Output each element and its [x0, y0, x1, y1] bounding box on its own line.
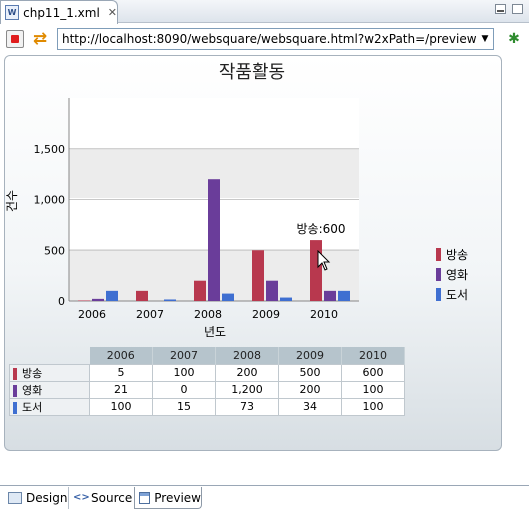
table-header: 2008: [215, 347, 279, 364]
editor-tab[interactable]: W chp11_1.xml ✕: [0, 0, 118, 24]
bar[interactable]: [208, 179, 220, 301]
series-swatch: [13, 384, 17, 397]
design-icon: [8, 492, 22, 504]
legend-swatch: [436, 268, 441, 281]
url-input[interactable]: http://localhost:8090/websquare/websquar…: [57, 28, 494, 50]
chevron-down-icon[interactable]: ▼: [477, 29, 493, 49]
x-tick-label: 2007: [136, 308, 164, 321]
table-cell: 100: [152, 363, 216, 382]
legend-swatch: [436, 288, 441, 301]
tab-design[interactable]: Design: [4, 487, 68, 509]
tab-preview[interactable]: Preview: [134, 487, 202, 509]
table-row: 방송 5 100 200 500 600: [9, 363, 405, 382]
stop-button[interactable]: [6, 30, 24, 48]
bar[interactable]: [324, 290, 336, 301]
minimize-button[interactable]: [495, 4, 506, 14]
table-header: 2007: [152, 347, 216, 364]
bar[interactable]: [338, 290, 350, 301]
source-icon: <>: [73, 492, 90, 503]
series-swatch: [13, 401, 17, 414]
tab-preview-label: Preview: [154, 490, 201, 505]
series-swatch: [13, 367, 17, 380]
bar[interactable]: [194, 280, 206, 301]
row-name-label: 도서: [22, 400, 43, 414]
table-cell: 0: [152, 380, 216, 399]
table-header: 2006: [89, 347, 153, 364]
preview-panel: 작품활동 0 500 1,000 1,500 2006 2007 2008 2009 2010 …: [4, 55, 502, 451]
table-cell: 500: [278, 363, 342, 382]
table-header: 2010: [341, 347, 405, 364]
table-row: 영화 21 0 1,200 200 100: [9, 380, 405, 399]
tab-source[interactable]: <> Source: [68, 487, 134, 509]
bar[interactable]: [78, 300, 90, 301]
legend-label: 도서: [446, 288, 468, 302]
y-tick-label: 1,000: [34, 194, 66, 207]
y-tick-label: 1,500: [34, 143, 66, 156]
row-name: 도서: [9, 397, 90, 416]
legend-label: 방송: [446, 248, 468, 262]
table-cell: 100: [341, 380, 405, 399]
bar[interactable]: [280, 297, 292, 301]
table-header: 2009: [278, 347, 342, 364]
bar[interactable]: [266, 280, 278, 301]
bar[interactable]: [164, 299, 176, 301]
mouse-cursor-icon: [317, 250, 331, 271]
editor-tab-label: chp11_1.xml: [23, 5, 100, 20]
y-tick-label: 500: [44, 244, 65, 257]
table-cell: 100: [341, 397, 405, 416]
y-tick-label: 0: [58, 295, 65, 308]
table-cell: 200: [215, 363, 279, 382]
legend-swatch: [436, 248, 441, 261]
refresh-icon[interactable]: ⇄: [32, 29, 48, 49]
table-cell: 21: [89, 380, 153, 399]
url-text: http://localhost:8090/websquare/websquar…: [62, 32, 494, 46]
x-tick-label: 2006: [78, 308, 106, 321]
table-cell: 100: [89, 397, 153, 416]
table-cell: 34: [278, 397, 342, 416]
row-name-label: 영화: [22, 383, 43, 397]
table-cell: 1,200: [215, 380, 279, 399]
table-header-row: 2006 2007 2008 2009 2010: [10, 347, 405, 364]
table-row: 도서 100 15 73 34 100: [9, 397, 405, 416]
preview-icon: [139, 491, 151, 504]
data-table: 2006 2007 2008 2009 2010 방송 5 100 200 500 600…: [9, 347, 405, 416]
table-cell: 73: [215, 397, 279, 416]
bar-tooltip: 방송:600: [296, 222, 345, 236]
y-axis-label: 건수: [5, 190, 19, 212]
bar[interactable]: [92, 298, 104, 301]
tab-design-label: Design: [26, 491, 68, 505]
editor-tab-bar: W chp11_1.xml ✕: [0, 0, 529, 24]
maximize-button[interactable]: [512, 4, 523, 14]
row-name: 방송: [9, 363, 90, 382]
x-tick-label: 2008: [194, 308, 222, 321]
browser-toolbar: ⇄ http://localhost:8090/websquare/websqu…: [0, 24, 529, 54]
bar[interactable]: [106, 290, 118, 301]
x-tick-label: 2010: [310, 308, 338, 321]
close-icon[interactable]: ✕: [107, 6, 117, 19]
table-corner: [10, 347, 90, 364]
editor-mode-tabs: Design <> Source Preview: [0, 485, 529, 511]
bar[interactable]: [252, 250, 264, 301]
bar[interactable]: [136, 290, 148, 301]
bar[interactable]: [222, 293, 234, 301]
x-axis-label: 년도: [204, 325, 226, 339]
table-cell: 5: [89, 363, 153, 382]
debug-icon[interactable]: ✱: [508, 31, 520, 47]
table-cell: 200: [278, 380, 342, 399]
row-name: 영화: [9, 380, 90, 399]
chart-title: 작품활동: [219, 62, 285, 83]
table-cell: 15: [152, 397, 216, 416]
legend-label: 영화: [446, 268, 468, 282]
row-name-label: 방송: [22, 366, 43, 380]
x-tick-label: 2009: [252, 308, 280, 321]
xml-file-icon: W: [5, 5, 20, 20]
tab-source-label: Source: [91, 491, 133, 505]
table-cell: 600: [341, 363, 405, 382]
